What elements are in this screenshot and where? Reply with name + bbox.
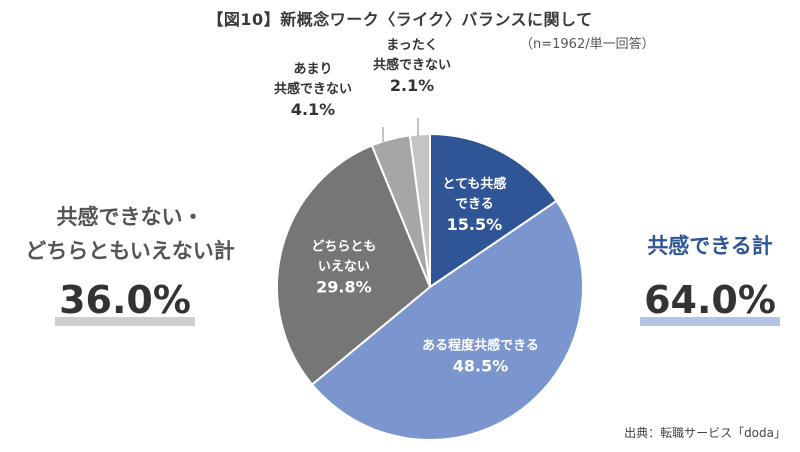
- slice-label-4-line-1: 共感できない: [373, 57, 451, 73]
- slice-value-4: 2.1%: [390, 76, 434, 95]
- left-summary-label-line2: どちらともいえない計: [25, 239, 235, 263]
- pie-slice-4: [408, 132, 431, 288]
- slice-label-4-line-0: まったく: [386, 38, 437, 53]
- source-note: 出典：転職サービス「doda」: [624, 426, 786, 440]
- pie-slice-0: [429, 132, 558, 289]
- left-summary-label: 共感できない・ どちらともいえない計: [10, 200, 250, 268]
- slice-label-3-line-1: 共感できない: [274, 81, 352, 97]
- chart-title: 【図10】新概念ワーク〈ライク〉バランスに関して: [207, 10, 593, 29]
- left-summary-value-text: 36.0%: [55, 281, 195, 326]
- slice-value-1: 48.5%: [453, 356, 509, 375]
- slice-label-0-line-1: できる: [455, 197, 494, 212]
- chart-subtitle: （n=1962/単一回答）: [520, 37, 655, 52]
- slice-label-2-line-0: どちらとも: [311, 240, 376, 255]
- pie-slice-1: [310, 199, 585, 441]
- right-summary-value: 64.0%: [630, 278, 790, 326]
- left-summary-label-line1: 共感できない・: [56, 205, 204, 229]
- slice-value-0: 15.5%: [447, 215, 503, 234]
- slice-value-2: 29.8%: [316, 278, 372, 297]
- slice-label-3-line-0: あまり: [293, 62, 332, 77]
- slice-label-2-line-1: いえない: [318, 260, 370, 275]
- left-summary-value: 36.0%: [40, 278, 210, 326]
- slice-label-0-line-0: とても共感: [442, 176, 506, 192]
- slice-value-3: 4.1%: [291, 100, 335, 119]
- right-summary-label: 共感できる計: [647, 234, 773, 258]
- slice-label-1-line-0: ある程度共感できる: [422, 337, 539, 353]
- pie-slice-2: [276, 144, 432, 386]
- right-summary-value-text: 64.0%: [640, 281, 780, 326]
